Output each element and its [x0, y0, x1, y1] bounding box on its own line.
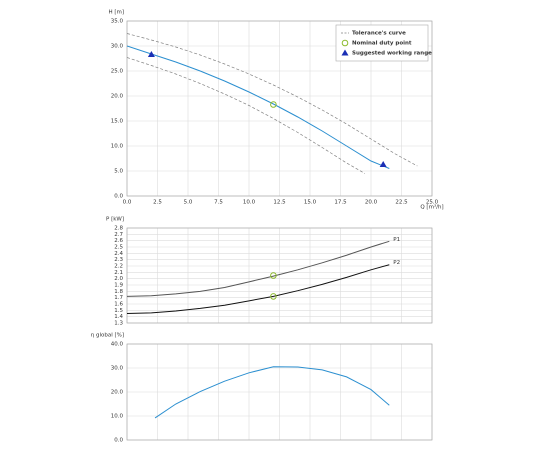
x-tick-label: 25.0 [426, 200, 439, 206]
y-tick-label: 2.4 [114, 251, 123, 257]
y-axis-label: H [m] [108, 10, 124, 16]
y-tick-label: 2.2 [114, 264, 123, 270]
curve [126, 264, 390, 314]
x-tick-label: 5.0 [184, 200, 193, 206]
duty-point [270, 293, 277, 300]
series-label: P1 [393, 237, 400, 243]
legend-label: Suggested working range [352, 51, 432, 57]
y-tick-label: 2.1 [114, 270, 123, 276]
y-tick-label: 2.7 [114, 232, 123, 238]
y-tick-label: 10.0 [111, 414, 124, 420]
y-tick-label: 10.0 [111, 144, 124, 150]
y-tick-label: 30.0 [111, 366, 124, 372]
y-tick-label: 2.8 [114, 226, 123, 232]
duty-point [270, 272, 277, 279]
y-tick-label: 2.0 [114, 276, 123, 282]
x-tick-label: 0.0 [123, 200, 132, 206]
y-tick-label: 20.0 [111, 94, 124, 100]
x-tick-label: 20.0 [365, 200, 378, 206]
y-tick-label: 35.0 [111, 19, 124, 25]
plot-frame [126, 343, 433, 441]
x-axis-label: Q [m³/h] [420, 204, 443, 211]
legend-box [335, 24, 429, 62]
plot-frame [126, 20, 433, 197]
y-tick-label: 40.0 [111, 342, 124, 348]
y-tick-label: 2.6 [114, 238, 123, 244]
x-tick-label: 22.5 [395, 200, 408, 206]
legend-label: Nominal duty point [352, 41, 412, 47]
y-tick-label: 1.5 [114, 308, 123, 314]
y-tick-label: 15.0 [111, 119, 124, 125]
plot-frame [126, 227, 433, 324]
y-axis-label: η global [%] [91, 333, 124, 339]
curve [126, 33, 418, 167]
duty-point [270, 101, 277, 108]
x-tick-label: 2.5 [153, 200, 162, 206]
y-tick-label: 20.0 [111, 390, 124, 396]
x-tick-label: 10.0 [243, 200, 256, 206]
curve [126, 57, 366, 174]
y-tick-label: 1.8 [114, 289, 123, 295]
duty-point [147, 51, 155, 57]
curve [126, 240, 390, 297]
y-tick-label: 1.6 [114, 302, 123, 308]
y-tick-label: 30.0 [111, 44, 124, 50]
y-tick-label: 2.3 [114, 257, 123, 263]
legend-swatch [341, 49, 349, 56]
x-tick-label: 17.5 [334, 200, 347, 206]
curve [154, 366, 390, 419]
y-tick-label: 0.0 [114, 438, 123, 444]
curve [126, 45, 390, 169]
y-tick-label: 2.5 [114, 245, 123, 251]
legend-label: Tolerance's curve [352, 31, 406, 37]
y-tick-label: 1.7 [114, 295, 123, 301]
y-tick-label: 0.0 [114, 194, 123, 200]
x-tick-label: 12.5 [273, 200, 286, 206]
legend-swatch [341, 39, 349, 47]
y-tick-label: 1.4 [114, 314, 123, 320]
y-tick-label: 25.0 [111, 69, 124, 75]
y-tick-label: 1.9 [114, 283, 123, 289]
x-tick-label: 7.5 [214, 200, 223, 206]
duty-point [379, 161, 387, 167]
x-tick-label: 15.0 [304, 200, 317, 206]
y-tick-label: 5.0 [114, 169, 123, 175]
y-axis-label: P [kW] [106, 217, 124, 223]
y-tick-label: 1.3 [114, 321, 123, 327]
series-label: P2 [393, 260, 400, 266]
